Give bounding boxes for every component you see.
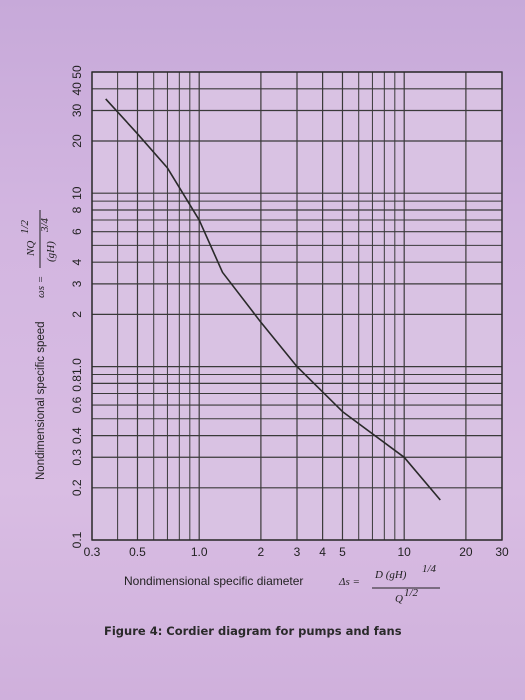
x-tick-label: 20 [459, 545, 473, 559]
y-tick-label: 8 [70, 206, 84, 213]
figure-caption: Figure 4: Cordier diagram for pumps and … [104, 624, 402, 638]
x-tick-label: 5 [339, 545, 346, 559]
series-curve-0 [105, 98, 441, 501]
y-tick-label: 0.4 [70, 427, 84, 444]
plot-frame [91, 71, 503, 541]
x-axis-denominator-exp: 1/2 [404, 587, 419, 599]
x-axis-label: Nondimensional specific diameter [124, 574, 303, 588]
x-tick-label: 30 [495, 545, 509, 559]
y-axis-denominator-exp: 3/4 [39, 217, 51, 233]
y-tick-label: 0.6 [70, 396, 84, 413]
x-tick-label: 3 [294, 545, 301, 559]
y-tick-label: 0.2 [70, 479, 84, 496]
x-tick-label: 4 [319, 545, 326, 559]
y-tick-label: 0.8 [70, 375, 84, 392]
y-tick-label: 40 [70, 82, 84, 96]
y-axis-label: Nondimensional specific speed [35, 321, 47, 480]
x-tick-label: 0.3 [84, 545, 101, 559]
x-tick-label: 1.0 [191, 545, 208, 559]
x-tick-label: 0.5 [129, 545, 146, 559]
y-tick-label: 50 [70, 65, 84, 79]
y-axis-numerator-exp: 1/2 [19, 219, 31, 234]
x-axis-denominator: Q [395, 593, 403, 605]
y-tick-label: 3 [70, 280, 84, 287]
x-axis-numerator: D (gH) [374, 569, 407, 581]
y-tick-label: 30 [70, 103, 84, 117]
y-tick-label: 20 [70, 134, 84, 148]
x-axis-symbol: Δs = [338, 576, 360, 588]
y-axis-label-group: Nondimensional specific speed ωs = NQ 1/2 (g… [19, 210, 57, 480]
y-tick-label: 4 [70, 259, 84, 266]
y-axis-denominator: (gH) [45, 241, 57, 262]
y-tick-label: 6 [70, 228, 84, 235]
y-axis-symbol: ωs = [35, 276, 47, 298]
x-tick-label: 2 [258, 545, 265, 559]
x-axis-numerator-exp: 1/4 [422, 563, 437, 575]
y-tick-label: 2 [70, 311, 84, 318]
y-tick-label: 1.0 [70, 358, 84, 375]
y-tick-label: 10 [70, 186, 84, 200]
y-axis-numerator: NQ [25, 241, 37, 257]
y-tick-label: 0.3 [70, 449, 84, 466]
x-tick-label: 10 [398, 545, 412, 559]
y-tick-label: 0.1 [70, 531, 84, 548]
